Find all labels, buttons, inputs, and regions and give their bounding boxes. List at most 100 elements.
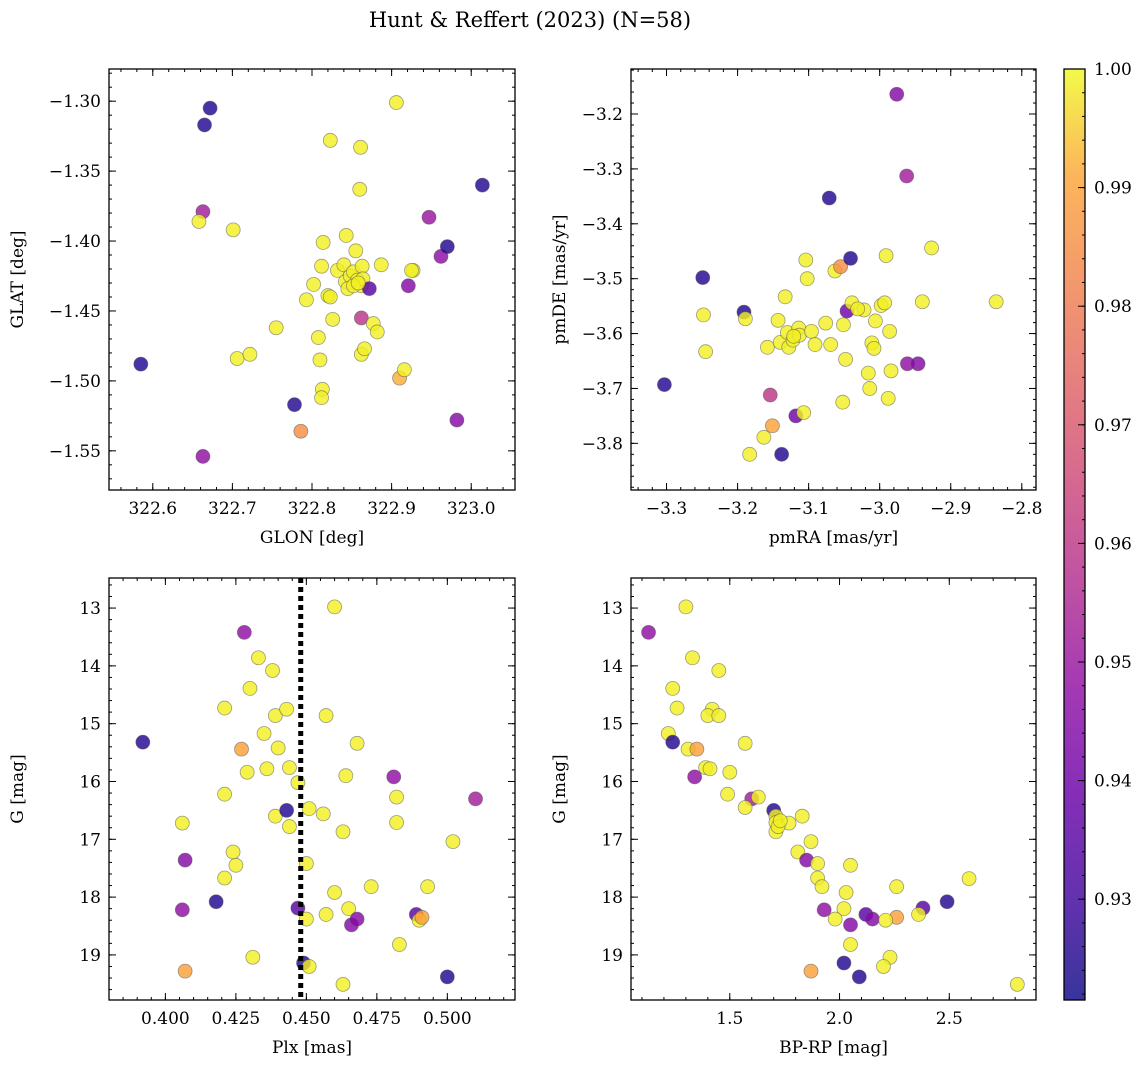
data-point — [689, 741, 705, 757]
data-point — [322, 132, 338, 148]
data-point — [327, 599, 342, 615]
data-point — [796, 405, 812, 421]
figure-title: Hunt & Reffert (2023) (N=58) — [369, 8, 691, 32]
data-point — [843, 937, 858, 952]
data-point — [373, 257, 389, 273]
y-tick-label: 17 — [601, 830, 623, 850]
y-tick-label: −1.50 — [49, 372, 101, 392]
data-point — [889, 879, 905, 895]
y-tick-label: −3.5 — [582, 270, 623, 290]
panel-color-magnitude: 1.5 2.0 2.5 13 14 15 16 17 18 19 BP-RP [mag] G [mag… — [550, 577, 1037, 1058]
data-point — [268, 320, 284, 336]
y-tick-label: −1.45 — [49, 302, 101, 322]
data-point — [764, 418, 780, 434]
data-point — [814, 879, 830, 895]
x-tick-label: 322.9 — [367, 499, 416, 519]
data-point — [217, 870, 233, 886]
data-point — [843, 917, 858, 933]
data-point — [225, 844, 241, 860]
data-point — [468, 791, 483, 807]
x-tick-label: 0.450 — [282, 1009, 331, 1029]
data-point — [449, 412, 465, 428]
data-point — [843, 857, 858, 873]
data-point — [988, 294, 1004, 310]
data-point — [267, 708, 283, 723]
y-axis-label: GLAT [deg] — [8, 230, 28, 328]
data-point — [391, 937, 407, 952]
colorbar-tick-label: 0.98 — [1094, 297, 1132, 317]
y-tick-label: −3.8 — [582, 434, 623, 454]
axes-frame — [108, 577, 516, 1001]
data-point — [862, 381, 878, 396]
data-point — [318, 907, 334, 922]
data-point — [878, 912, 894, 928]
x-tick-label: −2.8 — [1001, 499, 1042, 519]
data-point — [177, 963, 193, 979]
x-tick-label: 0.500 — [423, 1009, 472, 1029]
colorbar-tick-label: 0.93 — [1094, 890, 1132, 910]
data-point — [866, 340, 882, 356]
data-point — [474, 177, 490, 193]
data-point — [816, 902, 832, 918]
x-tick-label: 2.0 — [826, 1009, 853, 1029]
data-point — [750, 789, 766, 805]
data-point — [696, 307, 711, 323]
data-point — [711, 663, 727, 678]
data-point — [939, 894, 955, 910]
x-axis-label: pmRA [mas/yr] — [769, 528, 898, 548]
data-point — [836, 317, 851, 333]
data-point — [265, 663, 280, 678]
y-tick-label: −1.30 — [49, 92, 101, 112]
data-point — [279, 802, 295, 818]
y-tick-label: 14 — [601, 657, 623, 677]
data-point — [803, 963, 819, 979]
data-point — [772, 813, 788, 829]
y-axis-label: pmDE [mas/yr] — [550, 214, 570, 344]
x-tick-label: 0.475 — [353, 1009, 402, 1029]
y-tick-label: 14 — [79, 657, 101, 677]
y-axis-label: G [mag] — [550, 754, 570, 823]
data-point — [282, 819, 297, 834]
data-point — [256, 726, 272, 741]
data-point — [737, 311, 753, 327]
x-tick-label: −3.0 — [859, 499, 900, 519]
data-point — [665, 734, 681, 750]
x-tick-label: −3.1 — [788, 499, 829, 519]
panel-spatial: 322.6 322.7 322.8 322.9 323.0 −1.55 −1.50 −1.45… — [8, 68, 516, 548]
data-point — [685, 650, 700, 666]
colorbar-tick-label: 0.97 — [1094, 416, 1132, 436]
y-tick-label: −3.2 — [582, 105, 623, 125]
data-point — [195, 449, 211, 464]
data-point — [799, 271, 815, 287]
y-tick-label: 19 — [79, 946, 101, 966]
data-point — [818, 315, 834, 331]
y-tick-label: 16 — [601, 772, 623, 792]
colorbar-tick-label: 0.96 — [1094, 534, 1132, 554]
data-point — [135, 734, 151, 750]
x-tick-label: −3.3 — [646, 499, 687, 519]
data-point — [722, 764, 738, 780]
data-point — [445, 834, 461, 850]
data-point — [208, 894, 224, 910]
data-point — [695, 270, 711, 285]
data-point — [737, 735, 753, 751]
data-point — [341, 901, 357, 917]
data-point — [698, 344, 714, 360]
data-point — [225, 222, 241, 238]
data-point — [911, 907, 926, 922]
data-point — [197, 117, 212, 133]
x-tick-label: 2.5 — [936, 1009, 963, 1029]
x-tick-label: 322.8 — [288, 499, 337, 519]
data-point — [838, 351, 853, 367]
data-point — [414, 909, 430, 925]
data-point — [314, 258, 329, 274]
data-point — [439, 969, 455, 985]
data-point — [876, 959, 891, 974]
data-point — [760, 339, 775, 355]
data-point — [827, 911, 843, 927]
colorbar-tick-label: 0.94 — [1094, 772, 1132, 792]
data-point — [310, 330, 326, 345]
data-point — [245, 949, 261, 965]
y-tick-label: −3.3 — [582, 160, 623, 180]
